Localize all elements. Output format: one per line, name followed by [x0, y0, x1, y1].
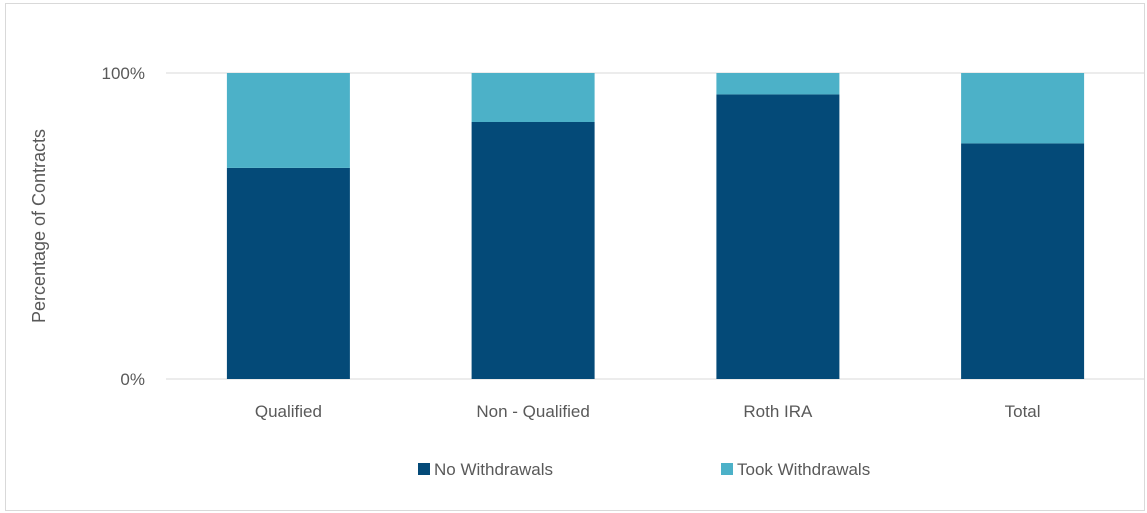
- bar-roth-ira-took-withdrawals: [716, 73, 840, 95]
- legend-label-no-withdrawals: No Withdrawals: [434, 460, 553, 479]
- x-tick-label-total: Total: [1005, 402, 1041, 421]
- legend: No Withdrawals Took Withdrawals: [418, 460, 870, 479]
- legend-label-took-withdrawals: Took Withdrawals: [737, 460, 870, 479]
- bar-qualified-no-withdrawals: [226, 167, 350, 379]
- bar-roth-ira-no-withdrawals: [716, 94, 840, 380]
- bar-qualified-took-withdrawals: [226, 73, 350, 168]
- legend-swatch-took-withdrawals: [721, 463, 733, 475]
- x-tick-label-roth-ira: Roth IRA: [743, 402, 813, 421]
- bar-total-no-withdrawals: [961, 143, 1085, 379]
- bar-non-qualified-took-withdrawals: [471, 73, 595, 122]
- y-tick-label-0: 0%: [120, 370, 145, 389]
- legend-swatch-no-withdrawals: [418, 463, 430, 475]
- bar-non-qualified-no-withdrawals: [471, 122, 595, 379]
- x-tick-labels: Qualified Non - Qualified Roth IRA Total: [255, 402, 1041, 421]
- y-tick-label-100: 100%: [102, 64, 145, 83]
- bar-total-took-withdrawals: [961, 73, 1085, 144]
- y-axis-label: Percentage of Contracts: [29, 129, 49, 323]
- x-tick-label-non-qualified: Non - Qualified: [476, 402, 589, 421]
- x-tick-label-qualified: Qualified: [255, 402, 322, 421]
- bars-group: [226, 73, 1085, 380]
